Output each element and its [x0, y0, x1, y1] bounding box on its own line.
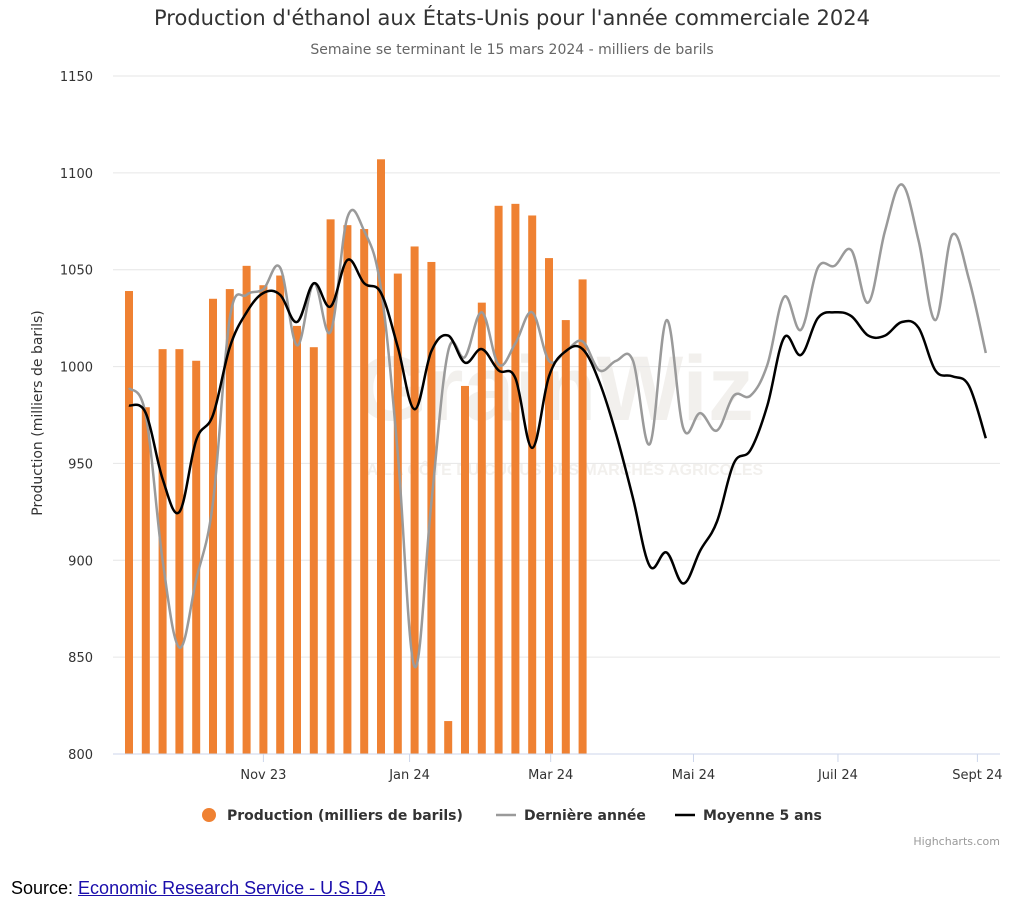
- production-bar[interactable]: [259, 285, 268, 754]
- y-tick-label: 1150: [60, 70, 93, 85]
- x-tick-label: Nov 23: [240, 768, 286, 783]
- y-tick-label: 900: [68, 554, 93, 569]
- legend-item-production[interactable]: Production (milliers de barils): [202, 808, 463, 824]
- production-bar[interactable]: [125, 291, 133, 754]
- y-tick-label: 850: [68, 651, 93, 666]
- legend: Production (milliers de barils) Dernière…: [202, 808, 822, 824]
- legend-symbol-production: [202, 808, 216, 822]
- chart-subtitle: Semaine se terminant le 15 mars 2024 - m…: [310, 42, 713, 58]
- y-tick-label: 1050: [60, 264, 93, 279]
- legend-label-production: Production (milliers de barils): [227, 808, 463, 824]
- production-bar[interactable]: [578, 279, 587, 754]
- y-axis-title: Production (milliers de barils): [30, 310, 46, 515]
- production-bar[interactable]: [276, 275, 285, 754]
- source-link[interactable]: Economic Research Service - U.S.D.A: [78, 878, 386, 898]
- x-tick-label: Mar 24: [528, 768, 573, 783]
- line-avg-5-years[interactable]: [128, 258, 987, 585]
- production-bar[interactable]: [242, 265, 251, 754]
- production-bar[interactable]: [494, 205, 503, 754]
- legend-label-last-year: Dernière année: [524, 808, 646, 824]
- production-bar[interactable]: [444, 721, 453, 754]
- source-label: Source:: [11, 878, 79, 898]
- y-axis: 800 850 900 950 1000 1050 1100 1150: [60, 70, 93, 763]
- x-axis: Nov 23 Jan 24 Mar 24 Mai 24 Juil 24 Sept 24: [240, 754, 1003, 783]
- production-bar[interactable]: [293, 325, 301, 754]
- production-bar[interactable]: [561, 320, 570, 754]
- production-bar[interactable]: [343, 225, 352, 754]
- source-line: Source: Economic Research Service - U.S.…: [11, 878, 385, 899]
- production-bar[interactable]: [175, 349, 184, 754]
- legend-item-last-year[interactable]: Dernière année: [496, 808, 646, 824]
- series-lines: [127, 183, 988, 669]
- grid: [113, 75, 1000, 658]
- production-bar[interactable]: [393, 273, 402, 754]
- production-bar[interactable]: [326, 219, 335, 754]
- production-bar[interactable]: [309, 347, 318, 754]
- production-bar[interactable]: [461, 385, 469, 754]
- x-tick-label: Sept 24: [952, 768, 1002, 783]
- production-bar[interactable]: [477, 302, 486, 754]
- y-tick-label: 950: [68, 457, 93, 472]
- y-tick-label: 1000: [60, 361, 93, 376]
- production-bar[interactable]: [141, 407, 150, 754]
- production-bars: [125, 159, 587, 755]
- production-bar[interactable]: [192, 360, 201, 754]
- production-bar[interactable]: [528, 215, 537, 754]
- x-tick-label: Jan 24: [388, 768, 430, 783]
- production-bar[interactable]: [209, 298, 217, 754]
- production-bar[interactable]: [410, 246, 419, 754]
- chart: Production d'éthanol aux États-Unis pour…: [30, 5, 1003, 848]
- y-tick-label: 800: [68, 748, 93, 763]
- production-bar[interactable]: [225, 289, 234, 754]
- production-bar[interactable]: [511, 203, 520, 754]
- y-tick-label: 1100: [60, 167, 93, 182]
- legend-label-avg5: Moyenne 5 ans: [703, 808, 822, 824]
- x-tick-label: Juil 24: [817, 768, 858, 783]
- production-bar[interactable]: [377, 159, 385, 755]
- production-bar[interactable]: [545, 258, 553, 754]
- legend-item-avg5[interactable]: Moyenne 5 ans: [675, 808, 822, 824]
- credits-link[interactable]: Highcharts.com: [913, 835, 1000, 848]
- x-tick-label: Mai 24: [672, 768, 715, 783]
- production-bar[interactable]: [360, 229, 369, 754]
- chart-title: Production d'éthanol aux États-Unis pour…: [154, 5, 870, 30]
- line-last-year[interactable]: [127, 183, 988, 669]
